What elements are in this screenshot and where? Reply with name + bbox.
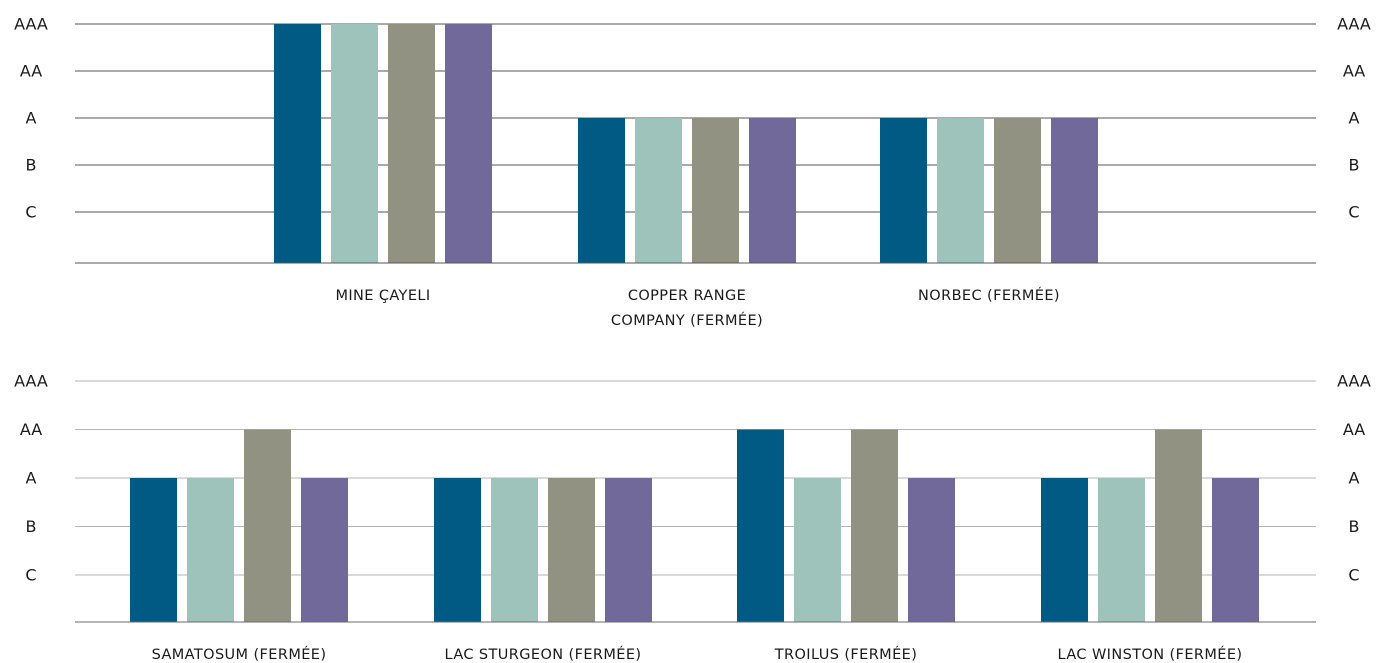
y-tick-label-right: AA bbox=[1343, 62, 1365, 81]
bar bbox=[749, 118, 796, 263]
y-tick-label-right: C bbox=[1348, 566, 1359, 585]
bar bbox=[1041, 478, 1088, 622]
y-tick-label-left: A bbox=[26, 469, 37, 488]
y-tick-label-left: AA bbox=[20, 420, 42, 439]
y-tick-label-left: AA bbox=[20, 62, 42, 81]
y-tick-label-right: AAA bbox=[1337, 15, 1371, 34]
bar bbox=[1051, 118, 1098, 263]
y-tick-label-right: AAA bbox=[1337, 372, 1371, 391]
y-tick-label-left: B bbox=[26, 156, 37, 175]
bar bbox=[388, 24, 435, 263]
bar bbox=[851, 429, 898, 622]
y-tick-label-left: C bbox=[25, 203, 36, 222]
bar bbox=[937, 118, 984, 263]
y-tick-label-left: A bbox=[26, 109, 37, 128]
bar bbox=[605, 478, 652, 622]
bar bbox=[737, 429, 784, 622]
bar bbox=[244, 429, 291, 622]
y-tick-label-right: AA bbox=[1343, 420, 1365, 439]
category-label: TROILUS (FERMÉE) bbox=[774, 646, 918, 663]
bar bbox=[274, 24, 321, 263]
y-tick-label-right: A bbox=[1349, 469, 1360, 488]
bar bbox=[187, 478, 234, 622]
bar bbox=[491, 478, 538, 622]
y-tick-label-right: B bbox=[1349, 517, 1360, 536]
bar bbox=[434, 478, 481, 622]
bar bbox=[578, 118, 625, 263]
bar bbox=[548, 478, 595, 622]
bar bbox=[1098, 478, 1145, 622]
y-tick-label-right: A bbox=[1349, 109, 1360, 128]
category-label: SAMATOSUM (FERMÉE) bbox=[152, 646, 327, 663]
bar bbox=[1212, 478, 1259, 622]
category-label: LAC WINSTON (FERMÉE) bbox=[1058, 646, 1243, 663]
category-label: COPPER RANGE bbox=[628, 288, 746, 304]
bar bbox=[445, 24, 492, 263]
category-label: COMPANY (FERMÉE) bbox=[611, 312, 763, 329]
bar bbox=[301, 478, 348, 622]
y-tick-label-left: AAA bbox=[14, 372, 48, 391]
bar bbox=[994, 118, 1041, 263]
y-tick-label-left: AAA bbox=[14, 15, 48, 34]
bar bbox=[908, 478, 955, 622]
y-tick-label-left: C bbox=[25, 566, 36, 585]
bar bbox=[130, 478, 177, 622]
bar bbox=[794, 478, 841, 622]
y-tick-label-right: B bbox=[1349, 156, 1360, 175]
category-label: LAC STURGEON (FERMÉE) bbox=[445, 646, 642, 663]
category-label: MINE ÇAYELI bbox=[335, 288, 430, 304]
y-tick-label-left: B bbox=[26, 517, 37, 536]
bar bbox=[331, 24, 378, 263]
bar bbox=[880, 118, 927, 263]
y-tick-label-right: C bbox=[1348, 203, 1359, 222]
bar bbox=[692, 118, 739, 263]
bar bbox=[635, 118, 682, 263]
category-label: NORBEC (FERMÉE) bbox=[918, 287, 1060, 304]
bar bbox=[1155, 429, 1202, 622]
